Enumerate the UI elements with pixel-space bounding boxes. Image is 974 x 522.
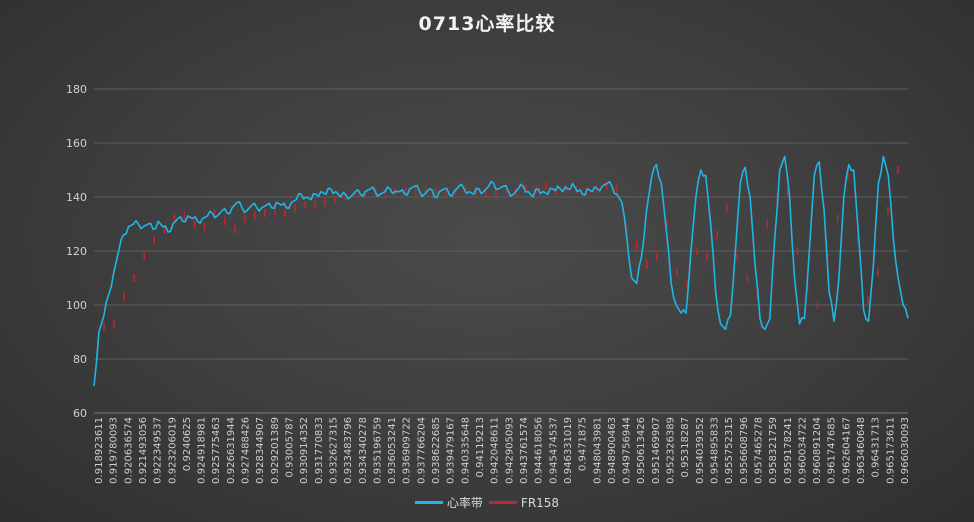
x-tick-label: 0.939479167 (446, 417, 457, 484)
x-tick-label: 0.935196759 (372, 417, 383, 484)
x-tick-label: 0.924918981 (197, 417, 208, 484)
x-tick-label: 0.934340278 (358, 417, 369, 484)
x-tick-label: 0.9240625 (182, 417, 193, 471)
x-tick-label: 0.942048611 (490, 417, 501, 484)
x-tick-label: 0.950613426 (636, 417, 647, 484)
x-tick-label: 0.919780093 (109, 417, 120, 484)
x-tick-label: 0.95318287 (680, 417, 691, 477)
x-tick-label: 0.949756944 (622, 417, 633, 484)
x-tick-label: 0.929201389 (270, 417, 281, 484)
legend: 心率带 FR158 (0, 494, 974, 511)
chart-title: 0713心率比较 (418, 13, 556, 35)
x-tick-label: 0.96431713 (871, 417, 882, 477)
x-tick-label: 0.945474537 (548, 417, 559, 484)
x-tick-label: 0.933483796 (343, 417, 354, 484)
x-tick-label: 0.963460648 (856, 417, 867, 484)
x-tick-label: 0.928344907 (255, 417, 266, 484)
x-tick-label: 0.925775463 (211, 417, 222, 484)
y-tick-label: 160 (66, 137, 87, 150)
x-tick-label: 0.954895833 (709, 417, 720, 484)
y-tick-label: 80 (73, 353, 87, 366)
x-tick-label: 0.94119213 (475, 417, 486, 477)
y-tick-label: 180 (66, 83, 87, 96)
series-line (93, 155, 909, 387)
legend-label: FR158 (520, 495, 560, 510)
x-tick-label: 0.948900463 (607, 417, 618, 484)
x-tick-label: 0.959178241 (783, 417, 794, 484)
x-tick-label: 0.930914352 (299, 417, 310, 484)
x-tick-label: 0.921493056 (138, 417, 149, 484)
x-tick-label: 0.960034722 (797, 417, 808, 484)
x-tick-label: 0.936053241 (387, 417, 398, 484)
x-tick-label: 0.920636574 (123, 417, 134, 484)
y-tick-label: 140 (66, 191, 87, 204)
x-tick-label: 0.956608796 (739, 417, 750, 484)
y-tick-label: 100 (66, 299, 87, 312)
x-tick-label: 0.966030093 (900, 417, 911, 484)
x-tick-label: 0.955752315 (724, 417, 735, 484)
x-tick-label: 0.943761574 (519, 417, 530, 484)
x-tick-label: 0.951469907 (651, 417, 662, 484)
legend-item-fr158[interactable]: FR158 (488, 495, 560, 510)
x-tick-label: 0.927488426 (241, 417, 252, 484)
x-tick-label: 0.962604167 (841, 417, 852, 484)
x-tick-label: 0.936909722 (402, 417, 413, 484)
x-tick-label: 0.918923611 (94, 417, 105, 484)
x-tick-label: 0.9471875 (578, 417, 589, 471)
legend-swatch-red (488, 501, 517, 504)
x-tick-label: 0.937766204 (416, 417, 427, 484)
x-tick-label: 0.948043981 (592, 417, 603, 484)
x-tick-label: 0.931770833 (314, 417, 325, 484)
x-tick-label: 0.946331019 (563, 417, 574, 484)
x-tick-label: 0.942905093 (504, 417, 515, 484)
x-tick-label: 0.940335648 (460, 417, 471, 484)
x-tick-label: 0.965173611 (885, 417, 896, 484)
x-tick-label: 0.922349537 (153, 417, 164, 484)
x-tick-label: 0.954039352 (695, 417, 706, 484)
x-tick-label: 0.958321759 (768, 417, 779, 484)
legend-label: 心率带 (446, 496, 483, 510)
x-tick-label: 0.932627315 (328, 417, 339, 484)
y-tick-label: 60 (73, 407, 87, 420)
x-tick-label: 0.926631944 (226, 417, 237, 484)
x-tick-label: 0.923206019 (167, 417, 178, 484)
x-tick-label: 0.944618056 (534, 417, 545, 484)
legend-item-heart-strap[interactable]: 心率带 (414, 494, 483, 511)
x-tick-label: 0.961747685 (827, 417, 838, 484)
x-tick-label: 0.952326389 (666, 417, 677, 484)
x-tick-label: 0.957465278 (753, 417, 764, 484)
legend-swatch-blue (414, 501, 443, 504)
y-tick-label: 120 (66, 245, 87, 258)
x-tick-label: 0.960891204 (812, 417, 823, 484)
x-tick-label: 0.938622685 (431, 417, 442, 484)
x-tick-label: 0.93005787 (285, 417, 296, 477)
